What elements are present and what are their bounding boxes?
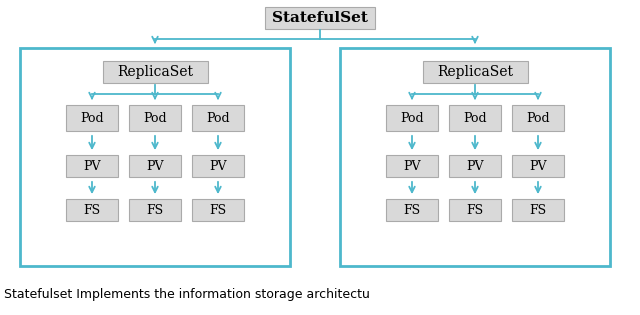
FancyBboxPatch shape: [512, 155, 564, 177]
FancyBboxPatch shape: [265, 7, 375, 29]
Text: Pod: Pod: [463, 112, 487, 124]
Text: PV: PV: [529, 159, 547, 173]
FancyBboxPatch shape: [66, 199, 118, 221]
Text: Pod: Pod: [206, 112, 230, 124]
Text: FS: FS: [467, 203, 484, 216]
Text: PV: PV: [147, 159, 164, 173]
FancyBboxPatch shape: [386, 155, 438, 177]
FancyBboxPatch shape: [512, 105, 564, 131]
FancyBboxPatch shape: [129, 155, 181, 177]
FancyBboxPatch shape: [449, 199, 501, 221]
FancyBboxPatch shape: [129, 105, 181, 131]
FancyBboxPatch shape: [192, 105, 244, 131]
FancyBboxPatch shape: [66, 155, 118, 177]
FancyBboxPatch shape: [192, 199, 244, 221]
Text: Pod: Pod: [400, 112, 424, 124]
FancyBboxPatch shape: [512, 199, 564, 221]
Text: PV: PV: [209, 159, 227, 173]
FancyBboxPatch shape: [192, 155, 244, 177]
FancyBboxPatch shape: [449, 155, 501, 177]
Text: Pod: Pod: [143, 112, 167, 124]
FancyBboxPatch shape: [66, 105, 118, 131]
FancyBboxPatch shape: [422, 61, 527, 83]
Text: PV: PV: [403, 159, 420, 173]
Text: Statefulset Implements the information storage architectu: Statefulset Implements the information s…: [4, 288, 370, 301]
Text: Pod: Pod: [80, 112, 104, 124]
Text: FS: FS: [147, 203, 164, 216]
Text: ReplicaSet: ReplicaSet: [117, 65, 193, 79]
Text: FS: FS: [403, 203, 420, 216]
Text: PV: PV: [83, 159, 100, 173]
FancyBboxPatch shape: [129, 199, 181, 221]
Text: ReplicaSet: ReplicaSet: [437, 65, 513, 79]
FancyBboxPatch shape: [386, 105, 438, 131]
FancyBboxPatch shape: [386, 199, 438, 221]
Text: FS: FS: [529, 203, 547, 216]
FancyBboxPatch shape: [449, 105, 501, 131]
Text: FS: FS: [209, 203, 227, 216]
Text: PV: PV: [467, 159, 484, 173]
Text: Pod: Pod: [526, 112, 550, 124]
Text: StatefulSet: StatefulSet: [272, 11, 368, 25]
Text: FS: FS: [83, 203, 100, 216]
FancyBboxPatch shape: [102, 61, 207, 83]
